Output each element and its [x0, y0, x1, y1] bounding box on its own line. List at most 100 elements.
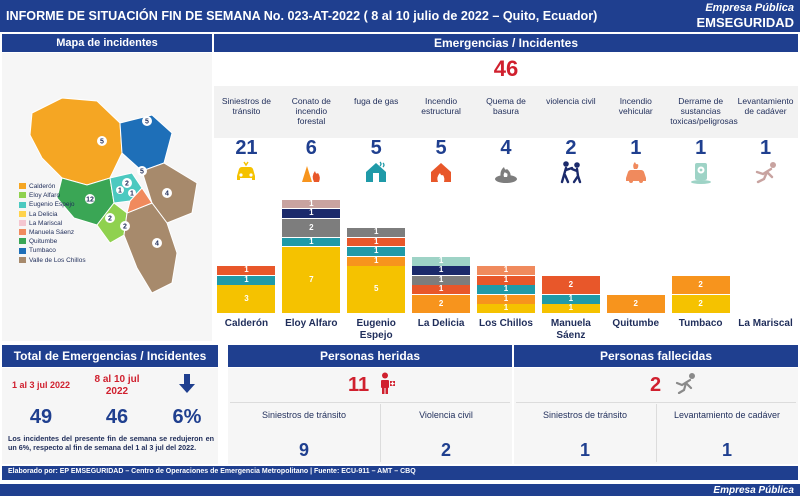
bar-segment: 5: [347, 266, 406, 314]
legend-item: Manuela Sáenz: [19, 229, 74, 236]
legend-swatch: [19, 201, 26, 208]
bar-segment: 1: [217, 275, 276, 285]
zone-tick-label: Tumbaco: [678, 318, 723, 329]
category-count: 21: [235, 137, 258, 159]
category-strip-bg: [214, 86, 798, 138]
bottom-brand-bar: Empresa Pública: [0, 484, 800, 496]
bar-segment: 1: [477, 285, 535, 295]
legend-swatch: [19, 210, 26, 217]
bar-segment: 1: [217, 266, 276, 276]
bar-segment: 1: [282, 199, 341, 209]
map-region-sur: [123, 202, 178, 294]
map-marker: 5: [145, 119, 149, 126]
injured-divider: [230, 402, 510, 403]
bar-segment: 1: [347, 247, 406, 256]
totals-header: Total de Emergencias / Incidentes: [2, 345, 218, 367]
category-label: Levantamiento de cadáver: [737, 96, 794, 116]
injured-cat-value: 9: [298, 440, 309, 460]
map-region-calderon: [29, 97, 123, 186]
deceased-col-divider: [656, 404, 657, 462]
legend-label: La Mariscal: [29, 219, 63, 227]
legend-label: Quitumbe: [29, 238, 58, 246]
injured-header: Personas heridas: [228, 345, 512, 367]
category-label: Incendio estructural: [421, 96, 461, 116]
brand-subtitle: Empresa Pública: [705, 2, 794, 14]
map-marker: 2: [108, 216, 112, 223]
curr-total: 46: [105, 406, 129, 428]
deceased-panel: 2 Siniestros de tránsito Levantamiento d…: [514, 368, 798, 464]
gas-leak-icon: [363, 160, 389, 184]
map-marker: 5: [140, 169, 144, 176]
category-count: 4: [500, 137, 512, 159]
injured-panel: 11 Siniestros de tránsito Violencia civi…: [228, 368, 512, 464]
bar-segment: 2: [606, 294, 665, 314]
bar-segment: 1: [412, 266, 471, 276]
legend-item: La Delicia: [19, 211, 58, 218]
totals-panel: 1 al 3 jul 2022 8 al 10 jul 2022 49 46 6…: [2, 368, 218, 464]
vehicle-fire-icon: [623, 160, 649, 184]
legend-item: Eugenio Espejo: [19, 201, 75, 208]
legend-swatch: [19, 220, 26, 227]
legend-label: Tumbaco: [29, 247, 56, 255]
category-label: Derrame de sustancias toxicas/peligrosas: [670, 96, 738, 126]
legend-label: Manuela Sáenz: [29, 229, 75, 236]
legend-label: Valle de Los Chillos: [29, 256, 86, 264]
totals-note: Los incidentes del presente fin de seman…: [8, 434, 214, 452]
prev-period-label: 1 al 3 jul 2022: [11, 380, 71, 390]
legend-swatch: [19, 256, 26, 263]
map-marker: 1: [118, 188, 122, 195]
injured-cat-value: 2: [440, 440, 451, 460]
bar-segment: 1: [412, 285, 471, 295]
toxic-spill-icon: [688, 160, 714, 184]
emergencies-total: 46: [493, 56, 519, 81]
bar-segment: 1: [412, 275, 471, 285]
totals-title: Total de Emergencias / Incidentes: [13, 349, 207, 363]
bar-segment: 1: [282, 209, 341, 218]
map-region-manuela: [126, 187, 153, 214]
category-label: Quema de basura: [486, 96, 526, 116]
bar-segment: 1: [477, 266, 535, 276]
brand-name: EMSEGURIDAD: [696, 15, 794, 30]
deceased-cat-label: Levantamiento de cadáver: [673, 410, 781, 420]
deceased-cat-value: 1: [579, 440, 590, 460]
map-marker: 4: [165, 191, 169, 198]
map-marker: 5: [100, 139, 104, 146]
prev-total: 49: [29, 406, 53, 428]
map-marker: 1: [130, 191, 134, 198]
zone-tick-label: Eugenio Espejo: [356, 318, 396, 341]
zone-tick-label: La Mariscal: [738, 318, 793, 329]
legend-item: La Mariscal: [19, 220, 62, 227]
bar-segment: 7: [282, 247, 341, 314]
legend-label: Calderón: [29, 183, 56, 190]
bar-segment: 2: [671, 275, 730, 295]
house-fire-icon: [428, 160, 454, 184]
map-panel: 5 5 5 2 1 1 12 2 4 2 4 Calderón Eloy Alfa…: [2, 53, 212, 341]
district-map: 5 5 5 2 1 1 12 2 4 2 4: [29, 97, 198, 294]
bar-segment: 1: [477, 304, 535, 314]
injured-total: 11: [348, 374, 370, 396]
legend-label: Eloy Alfaro: [29, 192, 61, 200]
bar-segment: 1: [477, 275, 535, 285]
legend-item: Tumbaco: [19, 247, 56, 254]
report-header: INFORME DE SITUACIÓN FIN DE SEMANA No. 0…: [0, 0, 800, 32]
change-percent: 6%: [172, 406, 202, 428]
category-label: Siniestros de tránsito: [221, 96, 271, 116]
deceased-divider: [516, 402, 796, 403]
deceased-person-icon: [675, 373, 695, 394]
map-header: Mapa de incidentes: [2, 34, 212, 52]
category-count: 6: [305, 137, 317, 159]
bar-segment: 2: [541, 275, 600, 295]
zone-tick-label: Quitumbe: [612, 318, 660, 329]
zone-tick-label: Calderón: [224, 318, 269, 329]
legend-swatch: [19, 247, 26, 254]
footer-credits: Elaborado por: EP EMSEGURIDAD – Centro d…: [8, 468, 416, 475]
injured-cat-label: Violencia civil: [419, 410, 473, 420]
category-label: Conato de incendio forestal: [291, 96, 331, 126]
map-marker: 4: [155, 241, 159, 248]
category-count: 5: [435, 137, 447, 159]
emergencies-header: Emergencias / Incidentes: [214, 34, 798, 52]
corpse-icon: [753, 160, 779, 184]
emergencies-title: Emergencias / Incidentes: [433, 36, 579, 50]
injured-person-icon: [381, 372, 395, 394]
